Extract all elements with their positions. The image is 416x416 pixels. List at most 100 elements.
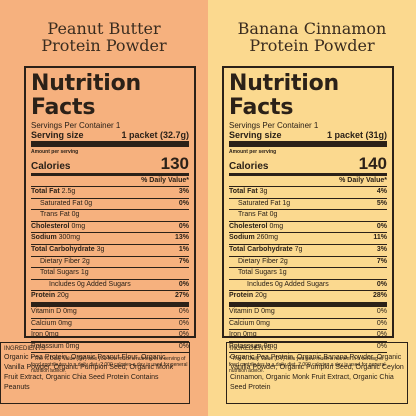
vitamin-label: Calcium 0mg [229, 319, 270, 327]
nutrient-label: Trans Fat [40, 211, 70, 219]
nutrient-row: Total Fat 3g 4% [229, 187, 387, 199]
nutrient-row: Dietary Fiber 2g 7% [229, 257, 387, 269]
amount-per-serving: Amount per serving [31, 149, 79, 155]
vitamin-percent: 0% [178, 307, 189, 315]
nutrient-percent: 0% [178, 222, 189, 230]
nutrient-amount: 0g [269, 211, 278, 219]
nutrient-amount: 1g [80, 269, 89, 277]
vitamin-row: Calcium 0mg 0% [31, 319, 189, 331]
vitamin-label: Potassium 0mg [31, 342, 80, 350]
nutrient-label: Total Carbohydrate [31, 245, 95, 253]
nutrient-label: Sodium [31, 234, 57, 242]
nutrient-row: Total Carbohydrate 7g 3% [229, 245, 387, 257]
nutrient-amount: 3g [259, 188, 268, 195]
ingredients-text: Organic Pea Protein, Organic Peanut Flou… [4, 354, 174, 391]
nutrient-label: Dietary Fiber [40, 257, 81, 265]
nutrient-amount: 300mg [58, 234, 81, 242]
nutrient-label: Total Sugars [40, 269, 79, 277]
calories-value: 140 [358, 154, 387, 173]
daily-value-header: % Daily Value* [31, 176, 189, 187]
nutrient-label: Saturated Fat [40, 199, 83, 207]
product-title-line2: Protein Powder [249, 36, 375, 55]
nutrient-row: Cholesterol 0mg 0% [229, 222, 387, 234]
nutrient-label: Saturated Fat [238, 199, 281, 207]
vitamin-percent: 0% [376, 319, 387, 327]
nutrient-row: Includes 0g Added Sugars 0% [229, 280, 387, 292]
nutrient-amount: 1g [278, 269, 287, 277]
calories-label: Calories [31, 161, 71, 172]
nutrient-row: Sodium 260mg 11% [229, 233, 387, 245]
vitamin-label: Potassium 0mg [229, 342, 278, 350]
calories-value: 130 [160, 154, 189, 173]
serving-size-value: 1 packet (31g) [326, 130, 387, 140]
ingredients-text: Organic Pea Protein, Organic Banana Powd… [230, 354, 404, 391]
nutrient-label: Protein [229, 292, 254, 300]
nutrition-facts-heading: Nutrition Facts [31, 71, 142, 120]
vitamin-percent: 0% [376, 342, 387, 350]
nutrient-row: Dietary Fiber 2g 7% [31, 257, 189, 269]
nutrient-label: Dietary Fiber [238, 257, 279, 265]
vitamin-row: Vitamin D 0mg 0% [31, 307, 189, 319]
serving-size-label: Serving size [229, 130, 282, 140]
nutrient-percent: 0% [376, 280, 387, 288]
ingredients-box: INGREDIENTS: Organic Pea Protein, Organi… [0, 342, 190, 404]
nutrient-label: Includes 0g Added Sugars [49, 280, 131, 288]
nutrient-percent: 0% [178, 199, 189, 207]
nutrient-amount: 0g [71, 211, 80, 219]
vitamin-row: Potassium 0mg 0% [31, 342, 189, 354]
peanut-butter-panel: Peanut Butter Protein Powder Nutrition F… [0, 0, 208, 416]
nutrient-percent: 3% [376, 245, 387, 253]
nutrient-row: Trans Fat 0g [31, 210, 189, 222]
product-title: Banana Cinnamon Protein Powder [208, 20, 416, 54]
calories-row: Calories 130 [31, 155, 189, 176]
vitamin-percent: 0% [178, 319, 189, 327]
nutrient-percent: 11% [373, 234, 387, 242]
vitamin-row: Calcium 0mg 0% [229, 319, 387, 331]
daily-value-footnote: * The % Daily Value (DV) tells you how m… [31, 356, 188, 375]
calories-row: Calories 140 [229, 155, 387, 176]
vitamin-percent: 0% [376, 331, 387, 339]
nutrition-facts-heading: Nutrition Facts [229, 71, 340, 120]
vitamin-row: Potassium 0mg 0% [229, 342, 387, 354]
nutrient-percent: 27% [174, 292, 189, 300]
nutrient-row: Total Fat 2.5g 3% [31, 187, 189, 199]
nutrient-percent: 13% [174, 234, 189, 242]
vitamin-label: Iron 0mg [229, 331, 257, 339]
banana-cinnamon-panel: Banana Cinnamon Protein Powder Nutrition… [208, 0, 416, 416]
nutrition-label: Nutrition Facts Servings Per Container 1… [222, 66, 394, 374]
nutrient-amount: 2g [82, 257, 90, 265]
vitamin-label: Vitamin D 0mg [31, 307, 77, 315]
nutrient-percent: 4% [376, 188, 387, 195]
nutrient-amount: 2.5g [61, 188, 76, 195]
serving-size-row: Serving size 1 packet (31g) [229, 130, 387, 147]
nutrient-amount: 0mg [269, 222, 284, 230]
nutrient-amount: 3g [96, 245, 105, 253]
nutrient-label: Total Carbohydrate [229, 245, 293, 253]
nutrient-percent: 7% [178, 257, 189, 265]
nutrient-label: Total Fat [31, 188, 60, 195]
nutrient-percent: 0% [178, 280, 189, 288]
nutrient-row: Saturated Fat 0g 0% [31, 199, 189, 211]
vitamin-row: Iron 0mg 0% [229, 330, 387, 342]
vitamin-percent: 0% [376, 307, 387, 315]
product-title: Peanut Butter Protein Powder [0, 20, 208, 54]
nutrient-percent: 3% [178, 188, 189, 195]
nutrient-label: Sodium [229, 234, 255, 242]
ingredients-box: INGREDIENTS: Organic Pea Protein, Organi… [226, 342, 408, 404]
nutrition-label: Nutrition Facts Servings Per Container 1… [24, 66, 196, 374]
nutrient-row: Total Carbohydrate 3g 1% [31, 245, 189, 257]
nutrient-row: Protein 20g 28% [229, 291, 387, 307]
nutrient-row: Sodium 300mg 13% [31, 233, 189, 245]
nutrient-row: Total Sugars 1g [31, 268, 189, 280]
serving-size-label: Serving size [31, 130, 84, 140]
nutrient-row: Includes 0g Added Sugars 0% [31, 280, 189, 292]
nutrient-amount: 2g [280, 257, 288, 265]
product-title-line1: Peanut Butter [47, 19, 161, 38]
nutrient-amount: 0mg [71, 222, 86, 230]
nutrient-row: Cholesterol 0mg 0% [31, 222, 189, 234]
vitamin-percent: 0% [178, 331, 189, 339]
nutrient-row: Saturated Fat 1g 5% [229, 199, 387, 211]
vitamin-row: Iron 0mg 0% [31, 330, 189, 342]
nutrient-percent: 28% [372, 292, 387, 300]
